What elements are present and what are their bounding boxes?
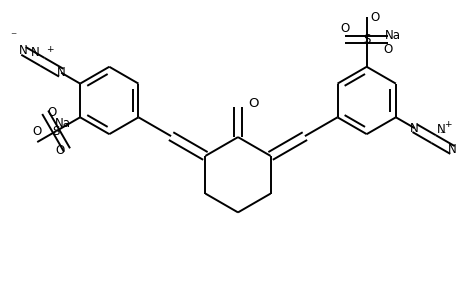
Text: +: + [445, 120, 452, 129]
Text: S: S [52, 125, 60, 138]
Text: Na: Na [55, 117, 71, 130]
Text: ⁻: ⁻ [10, 30, 17, 43]
Text: O: O [33, 125, 42, 138]
Text: O: O [340, 22, 350, 35]
Text: O: O [384, 43, 393, 56]
Text: N: N [437, 123, 446, 136]
Text: O: O [56, 144, 65, 156]
Text: O: O [370, 11, 380, 24]
Text: N: N [57, 66, 66, 79]
Text: N: N [19, 44, 28, 58]
Text: O: O [248, 97, 258, 110]
Text: S: S [363, 32, 371, 46]
Text: N: N [410, 122, 419, 135]
Text: Na: Na [385, 29, 400, 42]
Text: +: + [47, 45, 54, 54]
Text: O: O [47, 106, 57, 119]
Text: ⁻: ⁻ [439, 129, 446, 142]
Text: N: N [448, 144, 457, 156]
Text: N: N [31, 46, 39, 59]
